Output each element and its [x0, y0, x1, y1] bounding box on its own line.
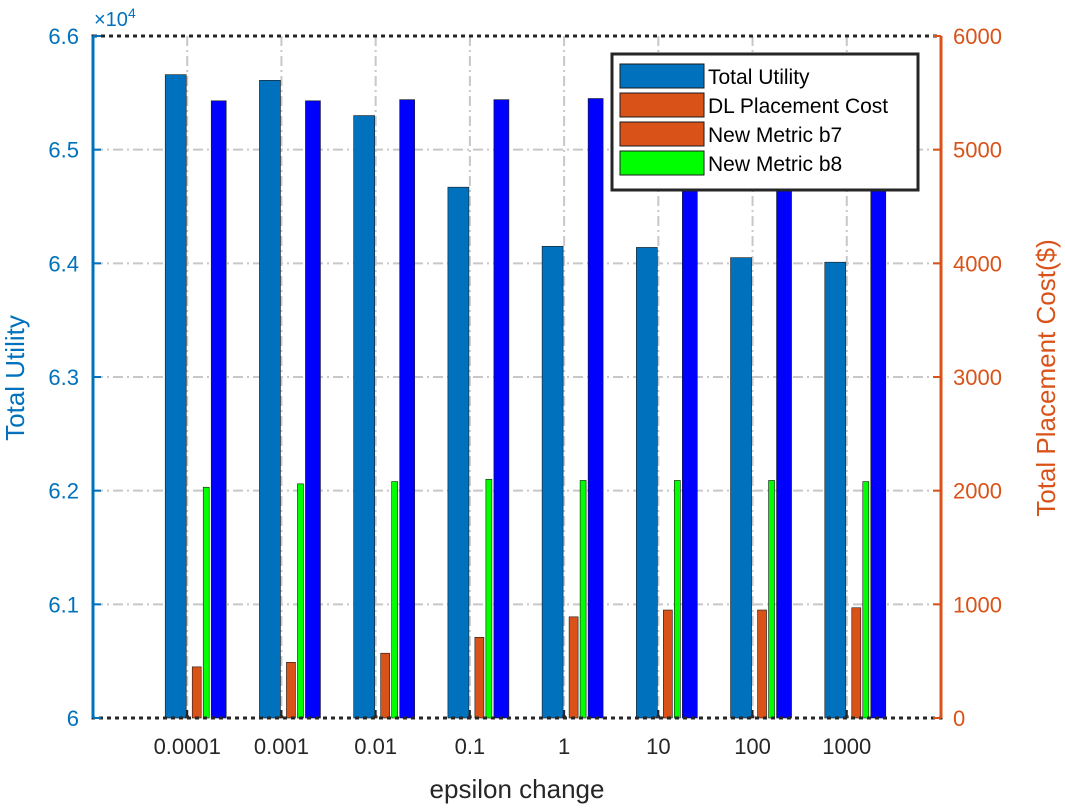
bar-new-metric-b8	[485, 478, 493, 719]
x-tick-label: 1	[558, 734, 570, 759]
bar-total-utility	[353, 115, 375, 719]
y-tick-label-left: 6.5	[48, 138, 79, 163]
plot-frame	[91, 34, 943, 720]
legend-entry: Total Utility	[708, 66, 810, 89]
bar-total-utility	[824, 261, 847, 719]
legend-entry: New Metric b7	[708, 124, 842, 147]
legend: Total Utility DL Placement Cost New Metric…	[610, 52, 920, 192]
legend-swatch	[619, 63, 705, 89]
y-tick-label-right: 1000	[953, 592, 1002, 617]
y-tick-label-right: 2000	[953, 479, 1002, 504]
bar-total-utility	[164, 74, 187, 719]
legend-swatch	[619, 121, 705, 147]
x-tick-label: 1000	[822, 734, 871, 759]
y-ticks-left: 6 6.1 6.2 6.3 6.4 6.5 6.6	[48, 24, 101, 731]
bar-new-metric-b8	[862, 481, 870, 719]
bar-second-utility-bar	[210, 100, 227, 719]
x-tick-label: 0.001	[254, 734, 309, 759]
y-tick-label-left: 6	[67, 706, 79, 731]
y-tick-label-right: 4000	[953, 251, 1002, 276]
y-tick-label-left: 6.1	[48, 592, 79, 617]
x-tick-label: 10	[646, 734, 670, 759]
bar-new-metric-b7	[191, 666, 202, 719]
legend-entry: DL Placement Cost	[708, 95, 888, 118]
bar-new-metric-b7	[380, 652, 390, 719]
y-tick-label-right: 0	[953, 706, 965, 731]
x-axis-label: epsilon change	[430, 774, 605, 804]
bar-new-metric-b8	[579, 480, 587, 719]
bar-new-metric-b8	[391, 481, 398, 719]
bar-total-utility	[541, 245, 564, 719]
x-tick-label: 100	[734, 734, 771, 759]
y-tick-label-left: 6.3	[48, 365, 79, 390]
left-axis-exponent: ×104	[94, 5, 136, 31]
legend-swatch	[619, 92, 705, 118]
bar-total-utility	[447, 186, 470, 719]
y-tick-label-right: 6000	[953, 24, 1002, 49]
x-tick-label: 0.01	[354, 734, 397, 759]
x-ticks: 0.0001 0.001 0.01 0.1 1 10 100 1000	[154, 710, 871, 759]
bar-total-utility	[259, 80, 281, 719]
bar-new-metric-b8	[674, 480, 681, 719]
bar-second-utility-bar	[305, 100, 321, 719]
bar-new-metric-b7	[757, 609, 767, 719]
bar-total-utility	[730, 257, 752, 719]
x-tick-label: 0.0001	[154, 734, 221, 759]
bars	[164, 74, 887, 719]
y-tick-label-left: 6.2	[48, 479, 79, 504]
legend-entry: New Metric b8	[708, 153, 842, 176]
y-tick-label-right: 3000	[953, 365, 1002, 390]
bar-new-metric-b7	[663, 609, 673, 719]
y-tick-label-left: 6.4	[48, 251, 79, 276]
left-axis-exponent-power: 4	[128, 5, 136, 21]
bar-new-metric-b7	[568, 616, 579, 719]
bar-total-utility	[636, 247, 658, 719]
y-axis-label-left: Total Utility	[0, 315, 30, 441]
y-tick-label-left: 6.6	[48, 24, 79, 49]
legend-swatch	[619, 150, 705, 176]
bar-new-metric-b8	[768, 480, 775, 719]
bar-new-metric-b8	[202, 486, 210, 719]
bar-second-utility-bar	[587, 98, 604, 719]
bar-new-metric-b7	[474, 636, 485, 719]
x-tick-label: 0.1	[455, 734, 486, 759]
bar-new-metric-b8	[297, 483, 304, 719]
grid	[93, 36, 941, 718]
bar-new-metric-b7	[851, 607, 862, 719]
y-tick-label-right: 5000	[953, 138, 1002, 163]
bar-second-utility-bar	[493, 99, 510, 719]
bar-second-utility-bar	[399, 99, 415, 719]
y-axis-label-right: Total Placement Cost($)	[1031, 239, 1061, 516]
y-ticks-right: 0 1000 2000 3000 4000 5000 6000	[933, 24, 1002, 731]
bar-new-metric-b7	[286, 662, 296, 719]
